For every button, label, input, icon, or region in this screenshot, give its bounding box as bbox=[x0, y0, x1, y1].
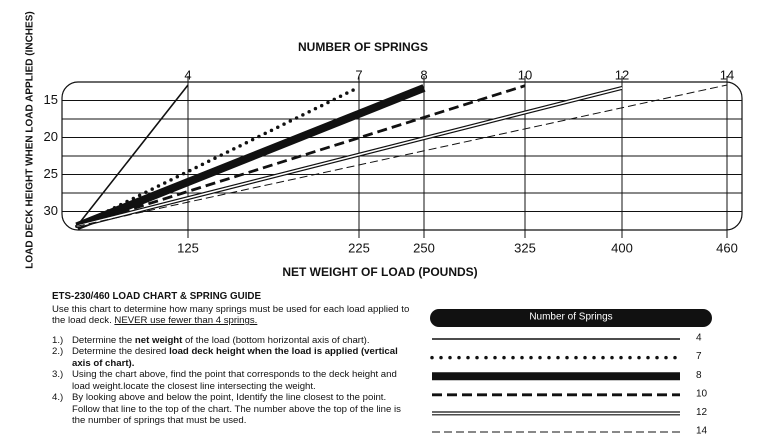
y-tick-label: 20 bbox=[44, 129, 58, 144]
legend-title: Number of Springs bbox=[529, 312, 612, 323]
step: 2.) Determine the desired load deck heigh… bbox=[52, 346, 412, 369]
series-line bbox=[76, 84, 526, 228]
step-number: 4.) bbox=[52, 392, 64, 403]
step-part: Determine the bbox=[72, 334, 135, 346]
x-tick-label: 125 bbox=[177, 240, 199, 255]
legend-label: 10 bbox=[696, 388, 708, 399]
x-axis-label: NET WEIGHT OF LOAD (POUNDS) bbox=[282, 265, 477, 279]
intro-text: NEVER use fewer than 4 springs. bbox=[114, 315, 258, 326]
legend-header bbox=[430, 309, 712, 327]
intro-text: Use this chart to determine how many spr… bbox=[52, 303, 410, 327]
top-tick-label: 4 bbox=[184, 67, 191, 82]
guide-title: ETS-230/460 LOAD CHART & SPRING GUIDE bbox=[52, 291, 262, 302]
y-tick-label: 15 bbox=[44, 92, 58, 107]
step-part: load deck height when the load is applie… bbox=[72, 346, 398, 369]
line-gap bbox=[76, 87, 623, 228]
top-tick-label: 7 bbox=[355, 67, 362, 82]
step-number: 3.) bbox=[52, 369, 64, 380]
step: 1.) Determine the net weight of the load … bbox=[52, 335, 412, 347]
x-tick-label: 325 bbox=[514, 240, 536, 255]
step: 3.) Using the chart above, find the point… bbox=[52, 369, 412, 392]
step-number: 2.) bbox=[52, 346, 64, 357]
step: 4.) By looking above and below the point,… bbox=[52, 392, 412, 427]
step-number: 1.) bbox=[52, 334, 64, 346]
x-tick-label: 225 bbox=[348, 240, 370, 255]
step-part: Using the chart above, find the point th… bbox=[72, 369, 397, 392]
step-part: net weight bbox=[134, 334, 183, 346]
legend-label: 8 bbox=[696, 370, 702, 381]
step-text: By looking above and below the point, Id… bbox=[72, 392, 412, 427]
top-tick-label: 12 bbox=[615, 67, 629, 82]
chart-title: NUMBER OF SPRINGS bbox=[298, 40, 428, 54]
top-tick-label: 8 bbox=[420, 67, 427, 82]
step-part: of the load (bottom horizontal axis of c… bbox=[182, 334, 370, 346]
y-tick-label: 25 bbox=[44, 166, 58, 181]
legend-label: 14 bbox=[696, 426, 708, 437]
intro: Use this chart to determine how many spr… bbox=[52, 304, 412, 327]
legend-label: 12 bbox=[696, 407, 708, 418]
top-tick-label: 14 bbox=[720, 67, 734, 82]
x-tick-label: 250 bbox=[413, 240, 435, 255]
top-tick-label: 10 bbox=[518, 67, 532, 82]
series-line bbox=[76, 84, 189, 227]
y-axis-label: LOAD DECK HEIGHT WHEN LOAD APPLIED (INCH… bbox=[25, 11, 36, 268]
legend-label: 7 bbox=[696, 351, 702, 362]
step-text: Determine the net weight of the load (bo… bbox=[72, 335, 370, 347]
step-part: By looking above and below the point, Id… bbox=[72, 392, 401, 426]
step-text: Determine the desired load deck height w… bbox=[72, 346, 412, 369]
step-part: Determine the desired bbox=[72, 346, 170, 357]
series-line bbox=[76, 84, 728, 227]
legend-label: 4 bbox=[696, 333, 702, 344]
y-tick-label: 30 bbox=[44, 203, 58, 218]
step-text: Using the chart above, find the point th… bbox=[72, 369, 412, 392]
x-tick-label: 400 bbox=[611, 240, 633, 255]
series-line bbox=[75, 84, 426, 231]
guide: ETS-230/460 LOAD CHART & SPRING GUIDE Use… bbox=[52, 291, 412, 427]
x-tick-label: 460 bbox=[716, 240, 738, 255]
